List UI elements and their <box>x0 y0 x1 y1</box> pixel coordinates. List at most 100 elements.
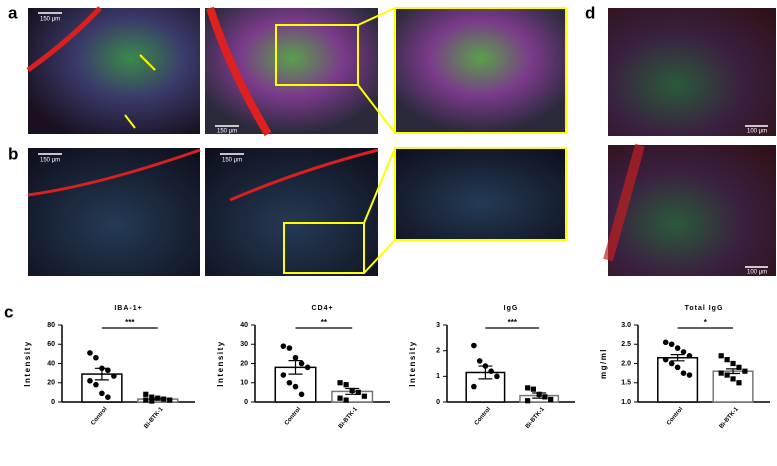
zoom-line <box>357 84 396 134</box>
data-point <box>536 391 542 397</box>
x-tick-label: Control <box>90 406 109 426</box>
zoom-box <box>275 24 359 86</box>
micrograph <box>28 148 200 276</box>
y-axis-label: mg/ml <box>599 348 608 379</box>
data-point <box>488 368 494 375</box>
data-point <box>730 376 736 382</box>
tissue-edge <box>229 148 379 202</box>
x-tick-label: Bi-BTK-1 <box>338 406 360 430</box>
significance: *** <box>508 318 518 327</box>
y-tick-label: 0 <box>436 399 440 406</box>
scale-bar-label: 150 μm <box>217 129 237 135</box>
y-tick-label: 80 <box>47 322 55 329</box>
chart-title: CD4+ <box>311 305 333 312</box>
data-point <box>99 365 105 372</box>
data-point <box>93 354 99 361</box>
data-point <box>668 341 675 348</box>
y-tick-label: 0 <box>51 399 55 406</box>
data-point <box>167 397 173 403</box>
x-tick-label: Control <box>666 406 685 426</box>
micrograph <box>28 8 200 134</box>
y-axis-label: Intensity <box>23 340 32 386</box>
data-point <box>525 385 531 391</box>
data-point <box>105 394 111 400</box>
data-point <box>548 396 554 403</box>
data-point <box>476 358 483 364</box>
y-tick-label: 2 <box>436 348 440 355</box>
panel-label: d <box>585 3 595 22</box>
micrograph <box>394 147 567 241</box>
data-point <box>674 364 681 371</box>
y-tick-label: 20 <box>240 360 248 367</box>
data-point <box>361 393 367 399</box>
arrow <box>124 114 136 129</box>
data-point <box>668 360 675 367</box>
y-tick-label: 60 <box>47 341 55 348</box>
y-tick-label: 10 <box>240 380 248 387</box>
chart-title: IgG <box>504 305 519 312</box>
y-tick-label: 1.5 <box>621 380 631 387</box>
error-bar <box>670 354 685 362</box>
y-tick-label: 1 <box>436 373 440 380</box>
data-point <box>680 370 687 376</box>
data-point <box>280 372 287 378</box>
chart-title: IBA-1+ <box>114 305 142 312</box>
y-tick-label: 40 <box>47 360 55 367</box>
y-tick-label: 30 <box>240 341 248 348</box>
scale-bar-label: 150 μm <box>40 17 60 23</box>
data-point <box>686 372 693 378</box>
data-point <box>724 372 730 378</box>
y-axis-label: Intensity <box>216 340 225 386</box>
tissue-edge <box>206 6 272 137</box>
data-point <box>298 391 305 398</box>
panel-label: a <box>8 3 18 22</box>
data-point <box>343 382 349 388</box>
bar <box>657 356 699 403</box>
scale-bar-label: 100 μm <box>747 129 767 135</box>
micrograph <box>394 7 567 134</box>
data-point <box>662 339 669 346</box>
data-point <box>542 394 548 400</box>
data-point <box>742 368 748 374</box>
y-tick-label: 2.0 <box>621 360 631 367</box>
data-point <box>482 363 489 369</box>
zoom-box <box>283 222 365 274</box>
data-point <box>143 397 149 403</box>
data-point <box>736 380 742 386</box>
data-point <box>286 379 293 386</box>
data-point <box>105 367 111 374</box>
y-tick-label: 2.5 <box>621 341 631 348</box>
panel-label: c <box>4 302 13 321</box>
x-tick-label: Bi-BTK-1 <box>719 406 741 430</box>
data-point <box>680 349 687 355</box>
tissue-edge <box>26 6 102 73</box>
data-point <box>718 353 724 359</box>
data-point <box>525 398 531 404</box>
y-axis-label: Intensity <box>408 340 417 386</box>
data-point <box>337 380 343 386</box>
data-point <box>471 342 477 349</box>
data-point <box>155 395 161 401</box>
significance: ** <box>321 318 328 327</box>
significance: * <box>704 318 708 327</box>
data-point <box>292 354 299 361</box>
scale-bar-label: 100 μm <box>747 270 767 276</box>
data-point <box>494 373 500 380</box>
data-point <box>149 398 155 404</box>
y-tick-label: 3 <box>436 322 440 329</box>
scale-bar-lines <box>38 12 768 268</box>
data-point <box>718 370 724 376</box>
data-point <box>161 396 167 402</box>
x-tick-label: Bi-BTK-1 <box>143 406 165 430</box>
scale-bar-label: 150 μm <box>222 158 242 164</box>
zoom-line <box>363 147 396 224</box>
chart-title: Total IgG <box>685 305 724 312</box>
data-point <box>343 397 349 403</box>
data-point <box>674 345 681 351</box>
data-point <box>724 357 730 363</box>
data-point <box>471 383 477 390</box>
data-point <box>111 373 117 379</box>
images: 150 μm 150 μm 150 μm 150 μm 100 μm 100 μ… <box>26 6 776 276</box>
y-tick-label: 40 <box>240 322 248 329</box>
